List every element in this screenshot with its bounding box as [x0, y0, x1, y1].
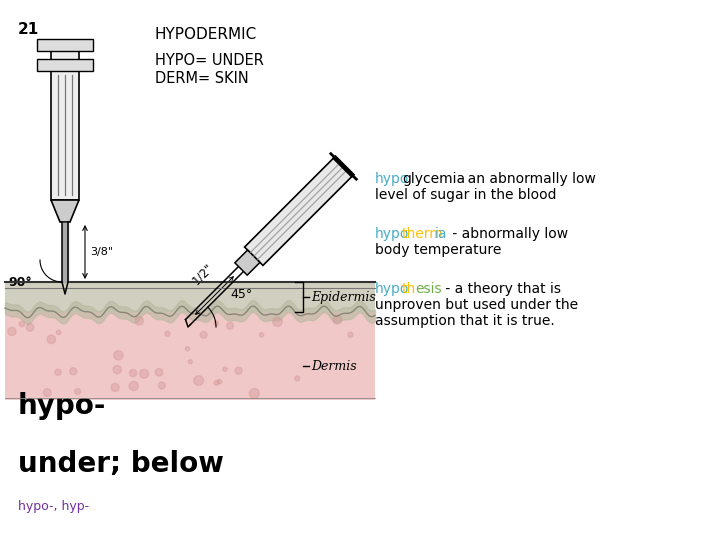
- Polygon shape: [245, 157, 353, 266]
- Text: hypo: hypo: [375, 172, 410, 186]
- Text: hypo-, hyp-: hypo-, hyp-: [18, 500, 89, 513]
- Circle shape: [111, 383, 119, 392]
- Circle shape: [188, 360, 192, 364]
- Bar: [5, 312, 375, 400]
- Circle shape: [227, 322, 233, 329]
- Polygon shape: [51, 200, 79, 222]
- Text: 1/2": 1/2": [189, 260, 216, 287]
- Text: Dermis: Dermis: [311, 360, 356, 373]
- Text: glycemia: glycemia: [402, 172, 465, 186]
- Text: 90°: 90°: [8, 275, 32, 288]
- Circle shape: [217, 380, 222, 384]
- Circle shape: [47, 335, 55, 343]
- Circle shape: [294, 376, 300, 381]
- Circle shape: [185, 347, 189, 351]
- Text: - an abnormally low: - an abnormally low: [454, 172, 596, 186]
- Circle shape: [165, 331, 170, 336]
- Text: level of sugar in the blood: level of sugar in the blood: [375, 188, 557, 202]
- Circle shape: [114, 350, 123, 360]
- Circle shape: [70, 368, 77, 375]
- Text: hypo: hypo: [375, 227, 410, 241]
- Bar: [37, 39, 93, 51]
- Circle shape: [75, 388, 81, 394]
- Circle shape: [135, 316, 143, 325]
- Circle shape: [158, 382, 166, 389]
- Circle shape: [249, 388, 259, 399]
- Text: assumption that it is true.: assumption that it is true.: [375, 314, 554, 328]
- Circle shape: [200, 332, 207, 339]
- Circle shape: [273, 317, 282, 326]
- Text: hypo: hypo: [375, 282, 410, 296]
- Text: HYPODERMIC: HYPODERMIC: [155, 27, 257, 42]
- Circle shape: [214, 321, 219, 326]
- Bar: [37, 59, 93, 71]
- Circle shape: [26, 323, 34, 331]
- Text: ia: ia: [435, 227, 448, 241]
- Text: hypo-: hypo-: [18, 392, 107, 420]
- Circle shape: [8, 327, 16, 335]
- Circle shape: [235, 367, 242, 374]
- Text: HYPO= UNDER: HYPO= UNDER: [155, 53, 264, 68]
- Circle shape: [156, 368, 163, 376]
- Circle shape: [348, 332, 353, 338]
- Circle shape: [194, 376, 204, 386]
- Text: - abnormally low: - abnormally low: [448, 227, 568, 241]
- Bar: [51, 40, 79, 200]
- Text: DERM= SKIN: DERM= SKIN: [155, 71, 248, 86]
- Text: th: th: [402, 282, 416, 296]
- Circle shape: [129, 381, 138, 390]
- Text: 45°: 45°: [230, 288, 252, 301]
- Circle shape: [113, 366, 122, 374]
- Text: unproven but used under the: unproven but used under the: [375, 298, 578, 312]
- Circle shape: [259, 333, 264, 337]
- Text: esis: esis: [415, 282, 441, 296]
- Text: therm: therm: [402, 227, 444, 241]
- Circle shape: [140, 369, 148, 379]
- Text: body temperature: body temperature: [375, 243, 501, 257]
- Text: Epidermis: Epidermis: [311, 291, 376, 303]
- Circle shape: [214, 380, 219, 386]
- Circle shape: [55, 369, 61, 375]
- Text: 3/8": 3/8": [90, 247, 113, 257]
- Text: - a theory that is: - a theory that is: [441, 282, 561, 296]
- Circle shape: [19, 321, 24, 327]
- Text: under; below: under; below: [18, 450, 224, 478]
- Circle shape: [333, 315, 342, 324]
- Circle shape: [223, 367, 228, 372]
- Circle shape: [56, 330, 61, 335]
- Circle shape: [130, 369, 137, 377]
- Polygon shape: [235, 250, 260, 275]
- Bar: [5, 282, 375, 312]
- Circle shape: [43, 389, 51, 396]
- Text: 21: 21: [18, 22, 40, 37]
